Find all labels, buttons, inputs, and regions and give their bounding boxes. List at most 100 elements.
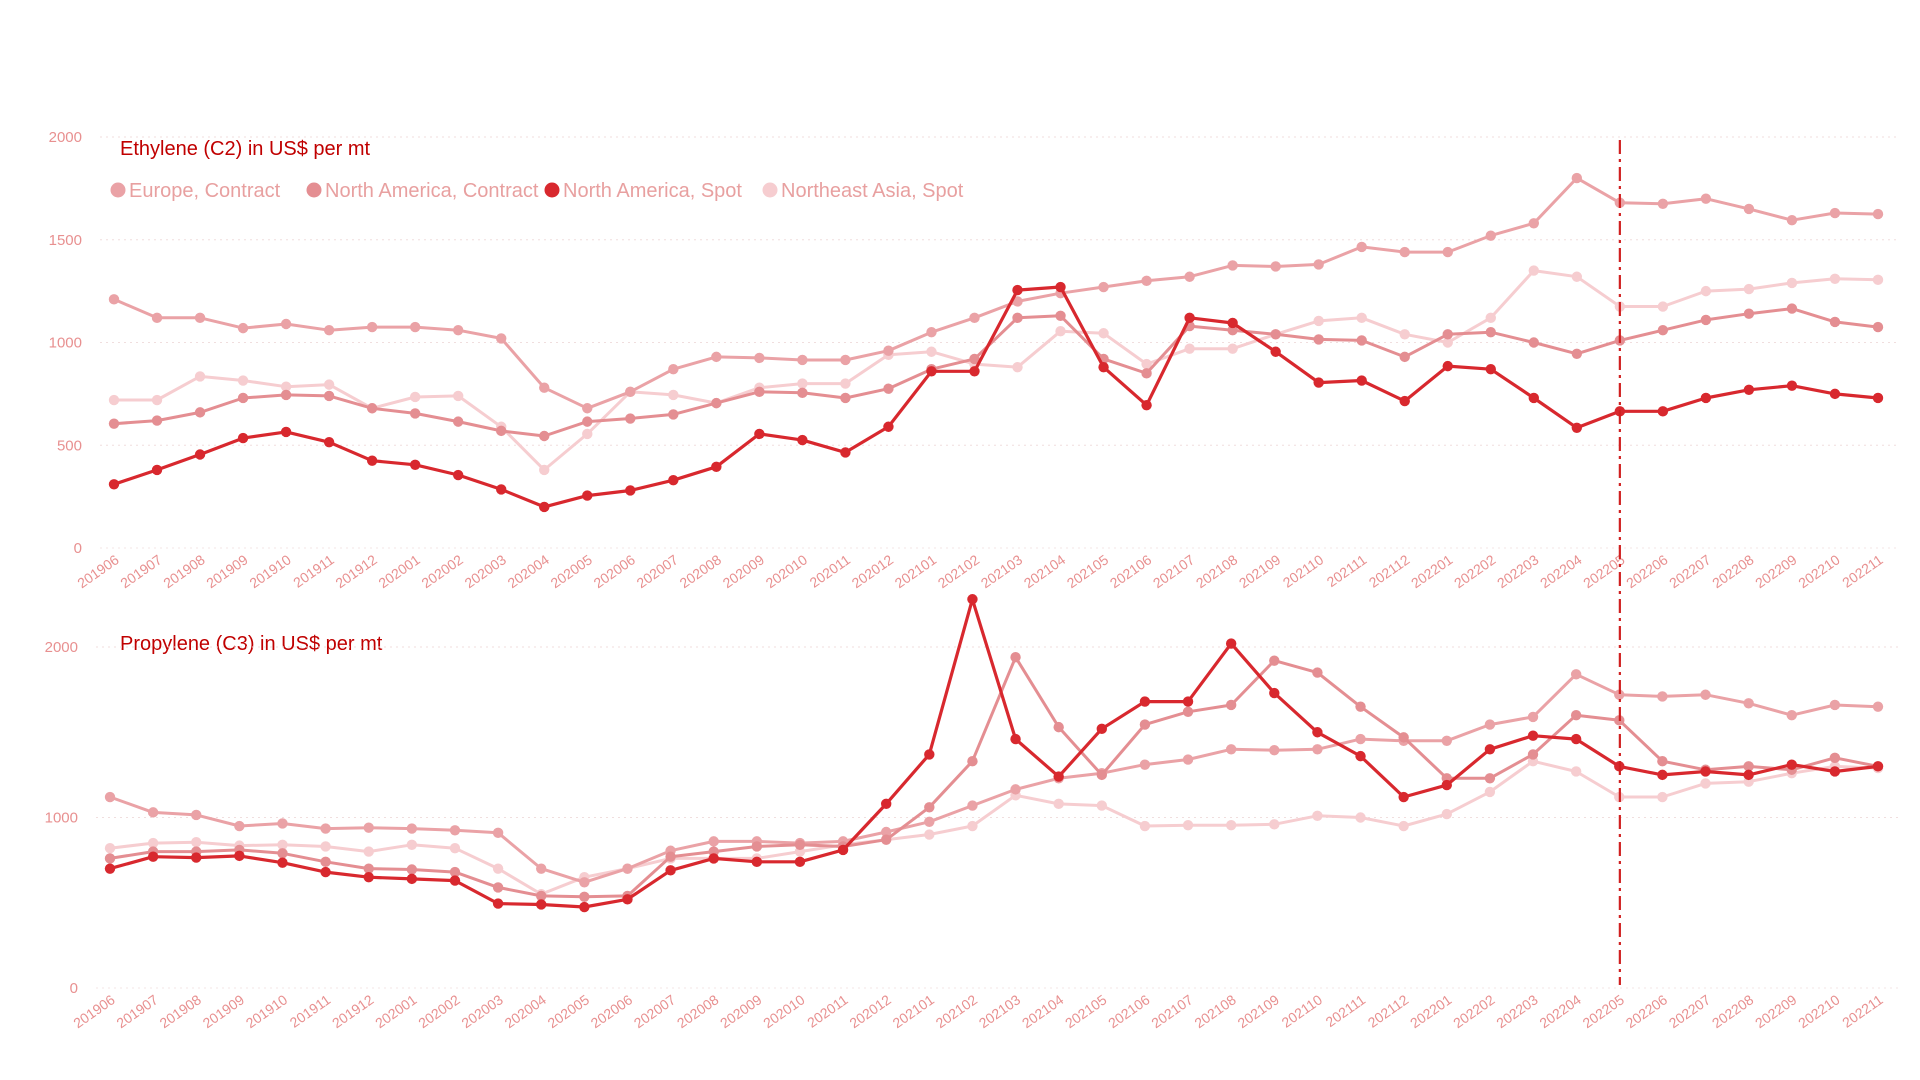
x-tick-label: 202001 bbox=[372, 991, 420, 1031]
data-point bbox=[151, 312, 163, 324]
data-point bbox=[1829, 207, 1841, 219]
data-point bbox=[924, 802, 935, 813]
data-point bbox=[1182, 696, 1194, 707]
data-point bbox=[794, 856, 806, 868]
x-tick-label: 202203 bbox=[1494, 551, 1542, 591]
data-point bbox=[668, 409, 679, 420]
data-point bbox=[1657, 301, 1669, 312]
data-point bbox=[1141, 358, 1152, 370]
x-tick-label: 202009 bbox=[717, 991, 765, 1031]
data-point bbox=[280, 381, 292, 392]
data-point bbox=[797, 387, 808, 399]
data-point bbox=[449, 825, 461, 836]
data-point bbox=[320, 866, 331, 878]
data-point bbox=[147, 851, 159, 862]
data-point bbox=[1872, 701, 1884, 712]
data-point bbox=[1829, 766, 1841, 777]
x-tick-label: 202211 bbox=[1839, 551, 1886, 590]
data-point bbox=[1053, 771, 1064, 782]
data-point bbox=[625, 386, 636, 398]
data-point bbox=[754, 428, 765, 440]
legend-label: Northeast Asia, Spot bbox=[781, 180, 964, 202]
x-tick-label: 201909 bbox=[203, 551, 251, 591]
data-point bbox=[539, 430, 550, 442]
legend-label: North America, Contract bbox=[325, 180, 539, 202]
x-tick-label: 202205 bbox=[1580, 991, 1628, 1031]
y-tick-label: 1000 bbox=[49, 335, 82, 352]
y-axis-ticks: 0 1000 2000 bbox=[45, 639, 78, 997]
data-point bbox=[1225, 699, 1237, 711]
series-line bbox=[109, 655, 1879, 899]
series-north-america-contract bbox=[108, 303, 1884, 442]
data-point bbox=[582, 403, 593, 414]
data-point bbox=[277, 857, 288, 868]
x-tick-label: 202209 bbox=[1752, 551, 1800, 591]
x-tick-label: 202208 bbox=[1709, 551, 1757, 591]
legend: Europe, Contract North America, Contract N… bbox=[110, 180, 964, 202]
data-point bbox=[1700, 285, 1712, 297]
data-point bbox=[794, 839, 806, 850]
data-point bbox=[797, 378, 808, 389]
data-point bbox=[194, 407, 206, 418]
x-tick-label: 201910 bbox=[243, 991, 291, 1031]
x-tick-label: 202111 bbox=[1323, 991, 1369, 1030]
y-tick-label: 2000 bbox=[49, 129, 82, 146]
data-point bbox=[108, 294, 120, 305]
data-point bbox=[1227, 324, 1238, 336]
x-tick-label: 202010 bbox=[760, 991, 808, 1031]
data-point bbox=[1614, 689, 1625, 700]
data-point bbox=[840, 378, 851, 389]
x-tick-label: 202006 bbox=[591, 551, 639, 591]
data-point bbox=[840, 447, 851, 458]
data-point bbox=[492, 827, 504, 839]
data-point bbox=[1399, 329, 1410, 340]
data-point bbox=[969, 366, 980, 377]
data-point bbox=[1139, 719, 1151, 730]
series-north-america-spot bbox=[108, 281, 1884, 513]
data-point bbox=[1743, 203, 1755, 215]
data-point bbox=[708, 836, 719, 847]
data-point bbox=[539, 501, 550, 513]
data-point bbox=[969, 312, 980, 324]
data-point bbox=[1225, 638, 1237, 649]
data-point bbox=[1270, 261, 1281, 272]
data-point bbox=[406, 873, 418, 885]
data-point bbox=[1570, 669, 1582, 680]
data-point bbox=[151, 415, 163, 426]
data-point bbox=[967, 820, 978, 832]
data-point bbox=[496, 333, 507, 344]
series-line bbox=[113, 307, 1879, 438]
data-point bbox=[1182, 706, 1194, 717]
data-point bbox=[449, 866, 461, 878]
data-point bbox=[751, 856, 763, 868]
data-point bbox=[1743, 698, 1754, 709]
legend-label: North America, Spot bbox=[563, 180, 742, 202]
x-tick-label: 202202 bbox=[1450, 991, 1498, 1031]
data-point bbox=[1442, 329, 1453, 340]
x-tick-label: 201912 bbox=[329, 991, 377, 1031]
data-point bbox=[492, 882, 504, 893]
data-point bbox=[1356, 335, 1367, 346]
data-point bbox=[1398, 820, 1409, 832]
data-point bbox=[1055, 325, 1066, 337]
data-point bbox=[1313, 377, 1324, 388]
data-point bbox=[1312, 727, 1323, 738]
data-point bbox=[1055, 310, 1066, 321]
data-point bbox=[1442, 246, 1453, 258]
data-point bbox=[1441, 808, 1452, 820]
x-tick-label: 202106 bbox=[1107, 551, 1155, 591]
data-point bbox=[492, 898, 504, 909]
data-point bbox=[668, 389, 679, 401]
data-point bbox=[191, 837, 202, 848]
data-point bbox=[711, 351, 722, 363]
data-point bbox=[1743, 283, 1755, 295]
data-point bbox=[1139, 820, 1151, 832]
data-point bbox=[1657, 198, 1669, 209]
x-tick-label: 202202 bbox=[1451, 551, 1499, 591]
legend-marker bbox=[544, 182, 560, 198]
data-point bbox=[1356, 375, 1367, 386]
data-point bbox=[582, 416, 593, 427]
data-point bbox=[452, 324, 464, 336]
data-point bbox=[1312, 810, 1323, 821]
data-point bbox=[194, 449, 206, 460]
